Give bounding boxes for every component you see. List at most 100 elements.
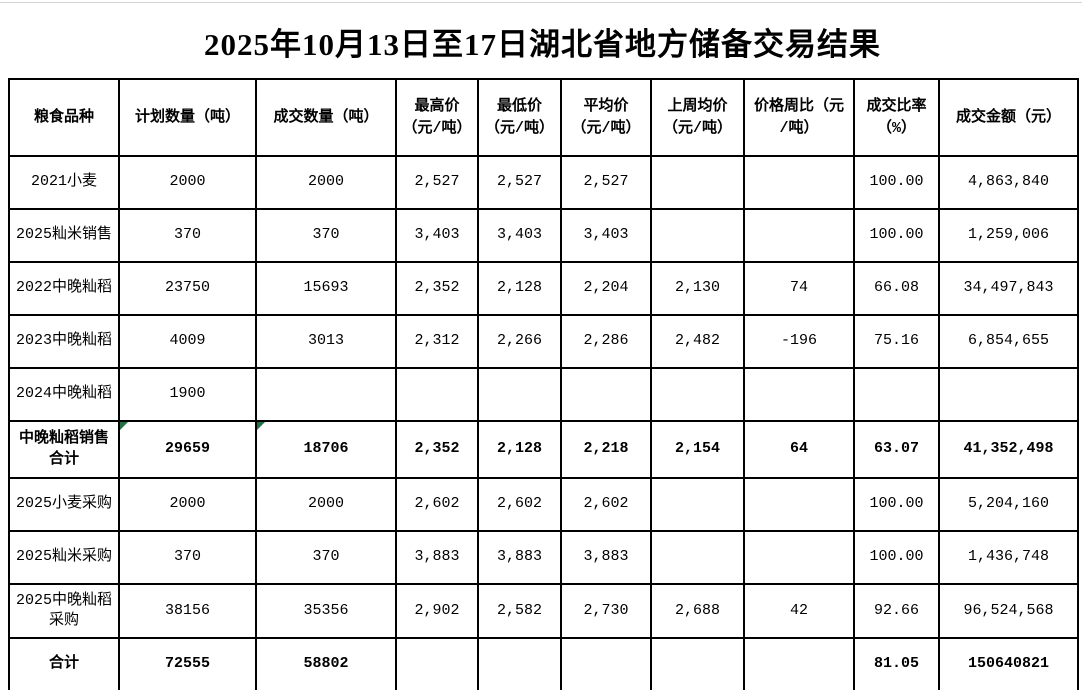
- data-cell[interactable]: [560, 637, 652, 690]
- data-cell[interactable]: 38156: [118, 583, 257, 639]
- data-cell[interactable]: 100.00: [853, 477, 940, 532]
- data-cell[interactable]: 370: [255, 530, 397, 585]
- data-cell[interactable]: 6,854,655: [938, 314, 1079, 369]
- data-cell[interactable]: [650, 637, 745, 690]
- data-cell[interactable]: [743, 530, 855, 585]
- data-cell[interactable]: 64: [743, 420, 855, 479]
- column-header-average-price[interactable]: 平均价 （元/吨）: [560, 78, 652, 157]
- data-cell[interactable]: [395, 637, 479, 690]
- data-cell[interactable]: 15693: [255, 261, 397, 316]
- row-label-cell[interactable]: 2025籼米销售: [8, 208, 120, 263]
- data-cell[interactable]: [560, 367, 652, 422]
- column-header-last-week-avg-price[interactable]: 上周均价 （元/吨）: [650, 78, 745, 157]
- data-cell[interactable]: 2,730: [560, 583, 652, 639]
- data-cell[interactable]: 2,902: [395, 583, 479, 639]
- row-label-cell[interactable]: 2022中晚籼稻: [8, 261, 120, 316]
- data-cell[interactable]: 2,527: [395, 155, 479, 210]
- data-cell[interactable]: 2000: [255, 477, 397, 532]
- column-header-highest-price[interactable]: 最高价 （元/吨）: [395, 78, 479, 157]
- data-cell[interactable]: [395, 367, 479, 422]
- data-cell[interactable]: [853, 367, 940, 422]
- row-label-cell[interactable]: 2021小麦: [8, 155, 120, 210]
- data-cell[interactable]: 66.08: [853, 261, 940, 316]
- data-cell[interactable]: 3,403: [395, 208, 479, 263]
- data-cell[interactable]: 23750: [118, 261, 257, 316]
- row-label-cell[interactable]: 2025小麦采购: [8, 477, 120, 532]
- data-cell[interactable]: 74: [743, 261, 855, 316]
- data-cell[interactable]: 2,128: [477, 261, 562, 316]
- data-cell[interactable]: 2,352: [395, 261, 479, 316]
- data-cell[interactable]: [477, 367, 562, 422]
- data-cell[interactable]: 5,204,160: [938, 477, 1079, 532]
- data-cell[interactable]: 41,352,498: [938, 420, 1079, 479]
- data-cell[interactable]: [650, 367, 745, 422]
- data-cell[interactable]: 2000: [118, 155, 257, 210]
- row-label-cell[interactable]: 合计: [8, 637, 120, 690]
- data-cell[interactable]: 75.16: [853, 314, 940, 369]
- data-cell[interactable]: [743, 367, 855, 422]
- data-cell[interactable]: 150640821: [938, 637, 1079, 690]
- data-cell[interactable]: 370: [255, 208, 397, 263]
- data-cell[interactable]: [650, 530, 745, 585]
- row-label-cell[interactable]: 2023中晚籼稻: [8, 314, 120, 369]
- data-cell[interactable]: 42: [743, 583, 855, 639]
- data-cell[interactable]: 2,688: [650, 583, 745, 639]
- data-cell[interactable]: 2,130: [650, 261, 745, 316]
- column-header-trade-ratio[interactable]: 成交比率 （%）: [853, 78, 940, 157]
- data-cell[interactable]: 72555: [118, 637, 257, 690]
- data-cell[interactable]: [743, 477, 855, 532]
- data-cell[interactable]: [938, 367, 1079, 422]
- data-cell[interactable]: 2,286: [560, 314, 652, 369]
- data-cell[interactable]: 2000: [118, 477, 257, 532]
- data-cell[interactable]: 370: [118, 208, 257, 263]
- row-label-cell[interactable]: 中晚籼稻销售 合计: [8, 420, 120, 479]
- data-cell[interactable]: 4009: [118, 314, 257, 369]
- data-cell[interactable]: 92.66: [853, 583, 940, 639]
- column-header-planned-quantity[interactable]: 计划数量（吨）: [118, 78, 257, 157]
- data-cell[interactable]: 3013: [255, 314, 397, 369]
- data-cell[interactable]: 100.00: [853, 208, 940, 263]
- row-label-cell[interactable]: 2025籼米采购: [8, 530, 120, 585]
- data-cell[interactable]: 2,352: [395, 420, 479, 479]
- data-cell[interactable]: 1,436,748: [938, 530, 1079, 585]
- data-cell[interactable]: 100.00: [853, 530, 940, 585]
- data-cell[interactable]: [743, 155, 855, 210]
- data-cell[interactable]: 2,312: [395, 314, 479, 369]
- data-cell[interactable]: 2,582: [477, 583, 562, 639]
- data-cell[interactable]: 2,218: [560, 420, 652, 479]
- data-cell[interactable]: 370: [118, 530, 257, 585]
- data-cell[interactable]: 2,602: [560, 477, 652, 532]
- data-cell[interactable]: 2,128: [477, 420, 562, 479]
- column-header-price-week-change[interactable]: 价格周比（元 /吨）: [743, 78, 855, 157]
- data-cell[interactable]: 96,524,568: [938, 583, 1079, 639]
- column-header-grain-variety[interactable]: 粮食品种: [8, 78, 120, 157]
- data-cell[interactable]: 34,497,843: [938, 261, 1079, 316]
- data-cell[interactable]: 2,602: [395, 477, 479, 532]
- data-cell[interactable]: 3,883: [477, 530, 562, 585]
- data-cell[interactable]: [743, 208, 855, 263]
- data-cell[interactable]: 2,154: [650, 420, 745, 479]
- row-label-cell[interactable]: 2025中晚籼稻 采购: [8, 583, 120, 639]
- data-cell[interactable]: 3,883: [560, 530, 652, 585]
- data-cell[interactable]: 3,883: [395, 530, 479, 585]
- row-label-cell[interactable]: 2024中晚籼稻: [8, 367, 120, 422]
- data-cell[interactable]: 1900: [118, 367, 257, 422]
- data-cell[interactable]: [650, 155, 745, 210]
- data-cell[interactable]: 29659: [118, 420, 257, 479]
- data-cell[interactable]: 18706: [255, 420, 397, 479]
- column-header-trade-amount[interactable]: 成交金额（元）: [938, 78, 1079, 157]
- data-cell[interactable]: 63.07: [853, 420, 940, 479]
- data-cell[interactable]: 1,259,006: [938, 208, 1079, 263]
- column-header-lowest-price[interactable]: 最低价 （元/吨）: [477, 78, 562, 157]
- data-cell[interactable]: [650, 477, 745, 532]
- data-cell[interactable]: [650, 208, 745, 263]
- data-cell[interactable]: 100.00: [853, 155, 940, 210]
- data-cell[interactable]: 2,602: [477, 477, 562, 532]
- data-cell[interactable]: [743, 637, 855, 690]
- data-cell[interactable]: 3,403: [477, 208, 562, 263]
- data-cell[interactable]: 2,527: [560, 155, 652, 210]
- data-cell[interactable]: 35356: [255, 583, 397, 639]
- data-cell[interactable]: [477, 637, 562, 690]
- data-cell[interactable]: 2,527: [477, 155, 562, 210]
- data-cell[interactable]: 4,863,840: [938, 155, 1079, 210]
